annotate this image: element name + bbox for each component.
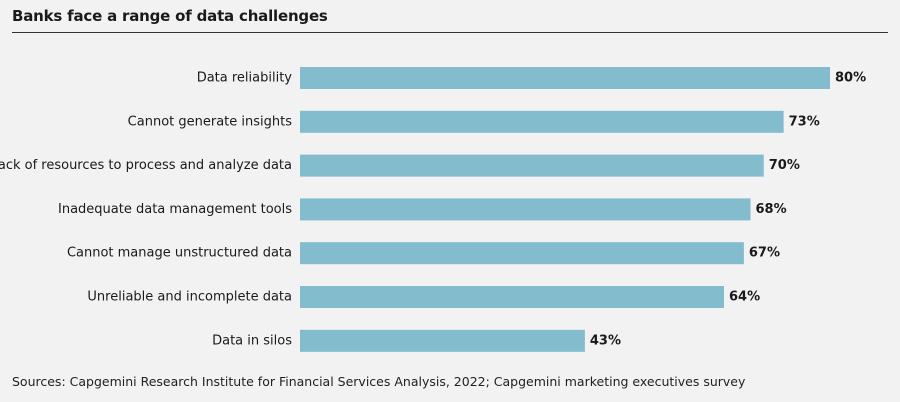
bar [300, 67, 830, 89]
bar-chart: Data reliability 80% Cannot generate insig… [0, 67, 866, 352]
value-label: 67% [749, 246, 780, 261]
value-label: 68% [756, 202, 787, 217]
value-label: 43% [590, 333, 621, 348]
bar [300, 154, 764, 177]
value-label: 70% [769, 158, 800, 173]
category-label: Cannot manage unstructured data [67, 246, 292, 261]
category-label: Inadequate data management tools [58, 202, 292, 217]
source-note: Sources: Capgemini Research Institute fo… [12, 374, 746, 389]
category-label: Lack of resources to process and analyze… [0, 158, 292, 173]
category-label: Unreliable and incomplete data [87, 290, 292, 305]
bar [300, 286, 724, 308]
bar [300, 329, 585, 352]
bar [300, 110, 784, 133]
title-divider [12, 32, 888, 33]
bar [300, 198, 751, 221]
value-label: 80% [835, 71, 866, 86]
category-label: Data reliability [197, 71, 293, 86]
bar [300, 242, 744, 265]
value-label: 73% [789, 114, 820, 129]
category-label: Data in silos [212, 333, 292, 348]
value-label: 64% [729, 290, 760, 305]
chart-title: Banks face a range of data challenges [12, 7, 328, 25]
category-label: Cannot generate insights [128, 114, 293, 129]
